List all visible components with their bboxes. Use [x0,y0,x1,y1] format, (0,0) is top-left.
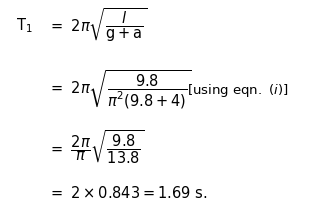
Text: $=\ 2\times 0.843 = 1.69\ \mathrm{s.}$: $=\ 2\times 0.843 = 1.69\ \mathrm{s.}$ [48,185,208,201]
Text: $=\ \dfrac{2\pi}{\pi}\sqrt{\dfrac{9.8}{13.8}}$: $=\ \dfrac{2\pi}{\pi}\sqrt{\dfrac{9.8}{1… [48,129,145,166]
Text: $=\ 2\pi\sqrt{\dfrac{9.8}{\pi^{2}(9.8+4)}}$: $=\ 2\pi\sqrt{\dfrac{9.8}{\pi^{2}(9.8+4)… [48,69,192,111]
Text: $[\mathrm{using\ eqn.\ }(i)]$: $[\mathrm{using\ eqn.\ }(i)]$ [187,82,289,99]
Text: $\mathrm{T_1}$: $\mathrm{T_1}$ [16,16,32,35]
Text: $=\ 2\pi\sqrt{\dfrac{l}{\mathrm{g+a}}}$: $=\ 2\pi\sqrt{\dfrac{l}{\mathrm{g+a}}}$ [48,7,148,44]
